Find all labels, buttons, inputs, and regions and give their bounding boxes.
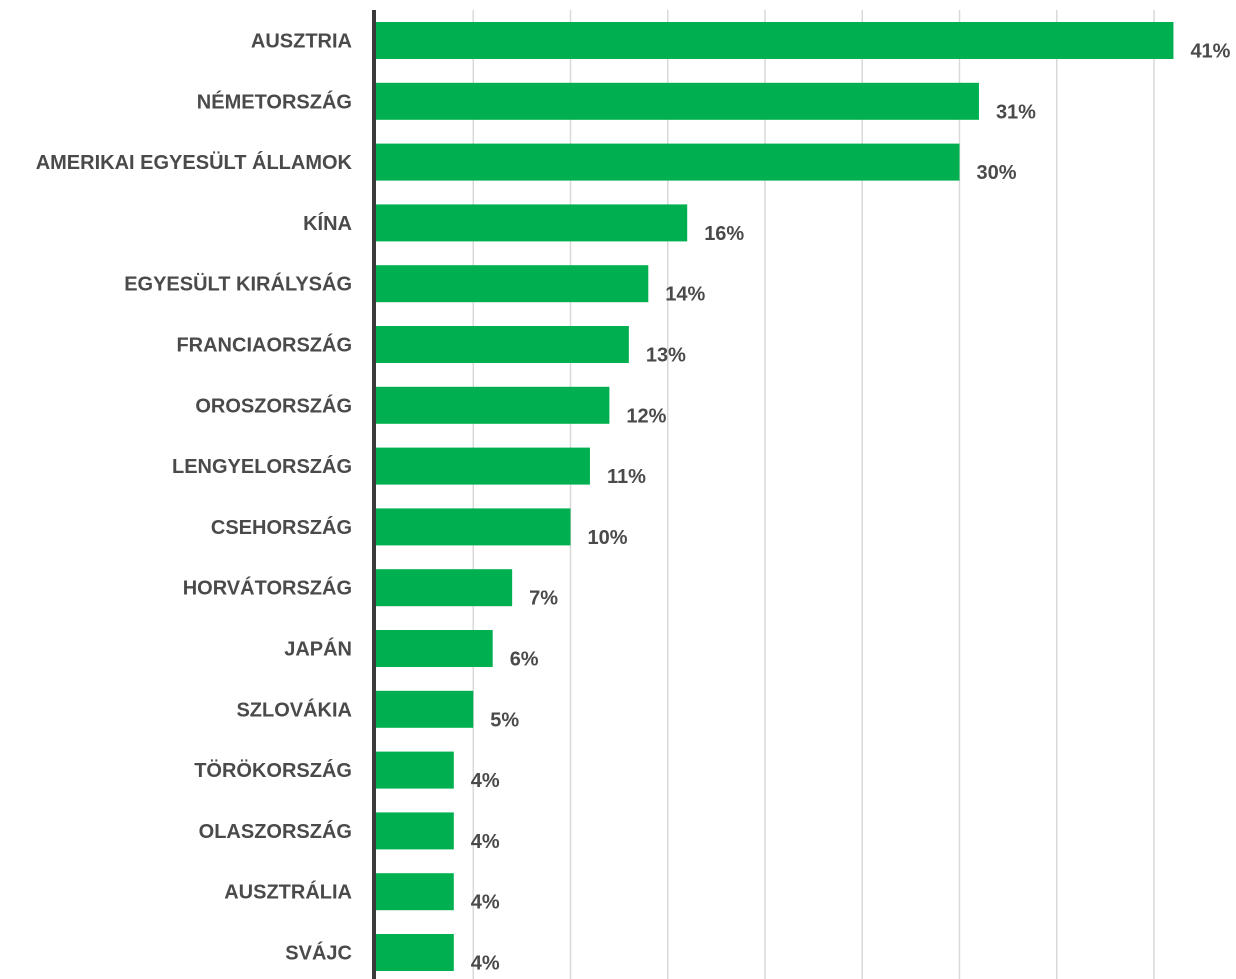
bar <box>376 326 629 363</box>
bar <box>376 934 454 971</box>
value-label: 7% <box>529 588 558 610</box>
value-label: 4% <box>471 892 500 914</box>
value-label: 31% <box>996 101 1036 123</box>
value-label: 5% <box>490 709 519 731</box>
category-label: AUSZTRIA <box>251 31 352 53</box>
value-label: 10% <box>588 527 628 549</box>
category-label: EGYESÜLT KIRÁLYSÁG <box>124 273 352 296</box>
value-label: 4% <box>471 831 500 853</box>
bar <box>376 143 960 181</box>
bar <box>376 569 513 607</box>
category-label: HORVÁTORSZÁG <box>183 577 352 600</box>
bar <box>376 204 688 242</box>
bar <box>376 630 493 667</box>
value-label: 11% <box>607 466 646 488</box>
category-label: LENGYELORSZÁG <box>172 455 352 478</box>
category-label: AUSZTRÁLIA <box>224 881 352 904</box>
bar <box>376 751 454 789</box>
bar <box>376 386 610 424</box>
bar <box>376 82 979 120</box>
bar <box>376 690 474 728</box>
bar <box>376 812 454 850</box>
value-label: 6% <box>510 649 539 671</box>
value-label: 4% <box>471 770 500 792</box>
category-label: SZLOVÁKIA <box>236 698 352 721</box>
bar <box>376 873 454 911</box>
bar <box>376 265 649 303</box>
category-label: FRANCIAORSZÁG <box>176 334 352 357</box>
value-label: 4% <box>471 953 500 975</box>
category-label: AMERIKAI EGYESÜLT ÁLLAMOK <box>36 151 353 174</box>
category-label: SVÁJC <box>285 942 352 965</box>
category-label: CSEHORSZÁG <box>211 516 352 539</box>
category-label: NÉMETORSZÁG <box>197 90 352 113</box>
value-label: 13% <box>646 345 686 367</box>
bar <box>376 447 590 485</box>
value-labels: 41% 31% 30% 16% 14% 13% 12% 11% 10% 7% 6% 5% 4% 4% 4% 4… <box>471 41 1231 975</box>
bars <box>376 22 1174 971</box>
category-label: TÖRÖKORSZÁG <box>194 759 352 782</box>
value-label: 16% <box>704 223 744 245</box>
value-label: 41% <box>1190 41 1230 63</box>
category-label: OLASZORSZÁG <box>199 820 352 843</box>
bar <box>376 22 1174 59</box>
value-label: 14% <box>665 284 705 306</box>
category-label: KÍNA <box>303 212 352 235</box>
value-label: 12% <box>626 405 666 427</box>
category-labels: AUSZTRIA NÉMETORSZÁG AMERIKAI EGYESÜLT ÁLL… <box>36 31 353 965</box>
category-label: OROSZORSZÁG <box>195 394 352 417</box>
category-label: JAPÁN <box>284 638 352 661</box>
bar <box>376 508 571 546</box>
value-label: 30% <box>977 162 1017 184</box>
